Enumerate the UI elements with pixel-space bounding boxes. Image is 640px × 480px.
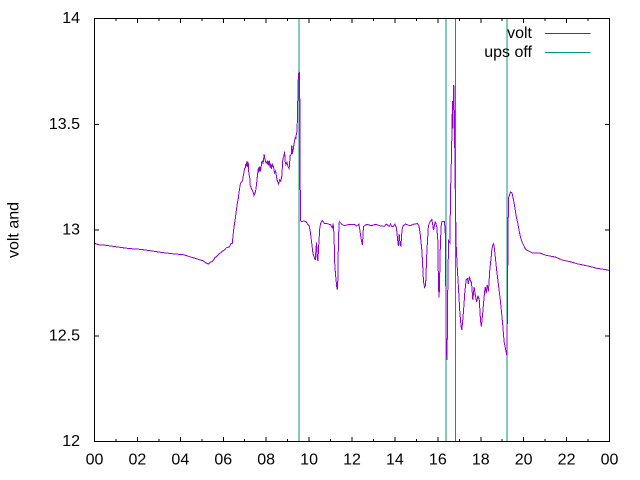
x-tick-label: 02: [129, 452, 147, 469]
ups-off-lines-group: [298, 19, 508, 441]
legend-label-ups-off: ups off: [484, 44, 532, 61]
x-tick-label: 06: [214, 452, 232, 469]
x-tick-label: 10: [300, 452, 318, 469]
x-tick-label: 16: [429, 452, 447, 469]
y-tick-label: 13.5: [49, 116, 80, 133]
x-tick-label: 00: [86, 452, 104, 469]
x-tick-label: 22: [558, 452, 576, 469]
axis-ticks-group: [94, 18, 610, 442]
x-tick-label: 08: [257, 452, 275, 469]
x-tick-label: 04: [171, 452, 189, 469]
y-tick-labels-group: 12 12.5 13 13.5 14: [49, 10, 80, 450]
x-tick-label: 12: [343, 452, 361, 469]
y-axis-label: volt and: [6, 202, 23, 258]
x-tick-label: 14: [386, 452, 404, 469]
legend: volt ups off: [484, 25, 591, 61]
y-tick-label: 13: [62, 222, 80, 239]
volt-series-group: [94, 71, 610, 361]
y-tick-label: 14: [62, 10, 80, 27]
legend-label-volt: volt: [507, 25, 532, 42]
y-tick-label: 12: [62, 433, 80, 450]
x-tick-label: 00: [601, 452, 619, 469]
y-tick-label: 12.5: [49, 327, 80, 344]
volt-line: [94, 71, 610, 361]
x-tick-label: 18: [472, 452, 490, 469]
x-tick-label: 20: [515, 452, 533, 469]
x-tick-labels-group: 00 02 04 06 08 10 12 14 16 18 20 22 00: [86, 452, 619, 469]
plot-border: [94, 18, 610, 442]
